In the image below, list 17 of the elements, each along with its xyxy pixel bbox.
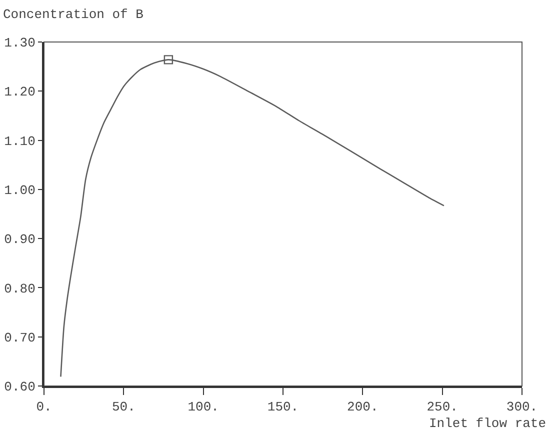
x-tick-label: 250. (426, 400, 458, 415)
x-tick-label: 100. (188, 400, 219, 415)
y-tick-label: 0.70 (4, 330, 36, 346)
y-axis-title: Concentration of B (3, 7, 144, 22)
y-tick-label: 1.10 (4, 134, 36, 149)
x-tick-label: 300. (506, 400, 538, 415)
y-tick-label: 0.80 (4, 281, 36, 296)
y-tick-label: 1.20 (4, 84, 36, 100)
x-tick-label: 200. (347, 400, 378, 415)
x-tick-label: 150. (267, 400, 299, 415)
y-tick-label: 0.90 (4, 232, 36, 248)
x-tick-label: 0. (36, 400, 52, 415)
y-tick-label: 1.00 (4, 182, 36, 198)
y-tick-label: 1.30 (4, 36, 36, 51)
x-axis-title: Inlet flow rate (429, 416, 546, 431)
y-tick-label: 0.60 (4, 380, 36, 395)
x-tick-label: 50. (112, 400, 136, 415)
